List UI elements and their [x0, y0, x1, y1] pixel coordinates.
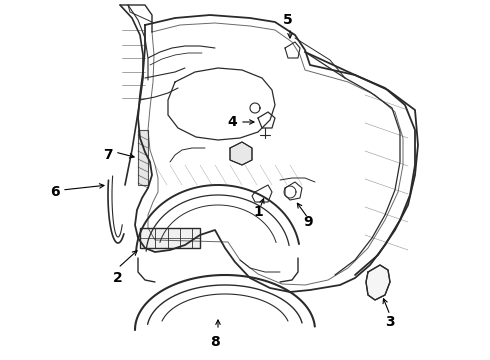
Text: 6: 6 [50, 185, 60, 199]
Text: 8: 8 [210, 335, 220, 349]
Polygon shape [138, 130, 148, 185]
Text: 2: 2 [113, 271, 123, 285]
Polygon shape [366, 265, 390, 300]
Text: 3: 3 [385, 315, 395, 329]
Polygon shape [140, 228, 200, 248]
Text: 7: 7 [103, 148, 113, 162]
Text: 9: 9 [303, 215, 313, 229]
Text: 5: 5 [283, 13, 293, 27]
Text: 4: 4 [227, 115, 237, 129]
Text: 1: 1 [253, 205, 263, 219]
Polygon shape [230, 142, 252, 165]
